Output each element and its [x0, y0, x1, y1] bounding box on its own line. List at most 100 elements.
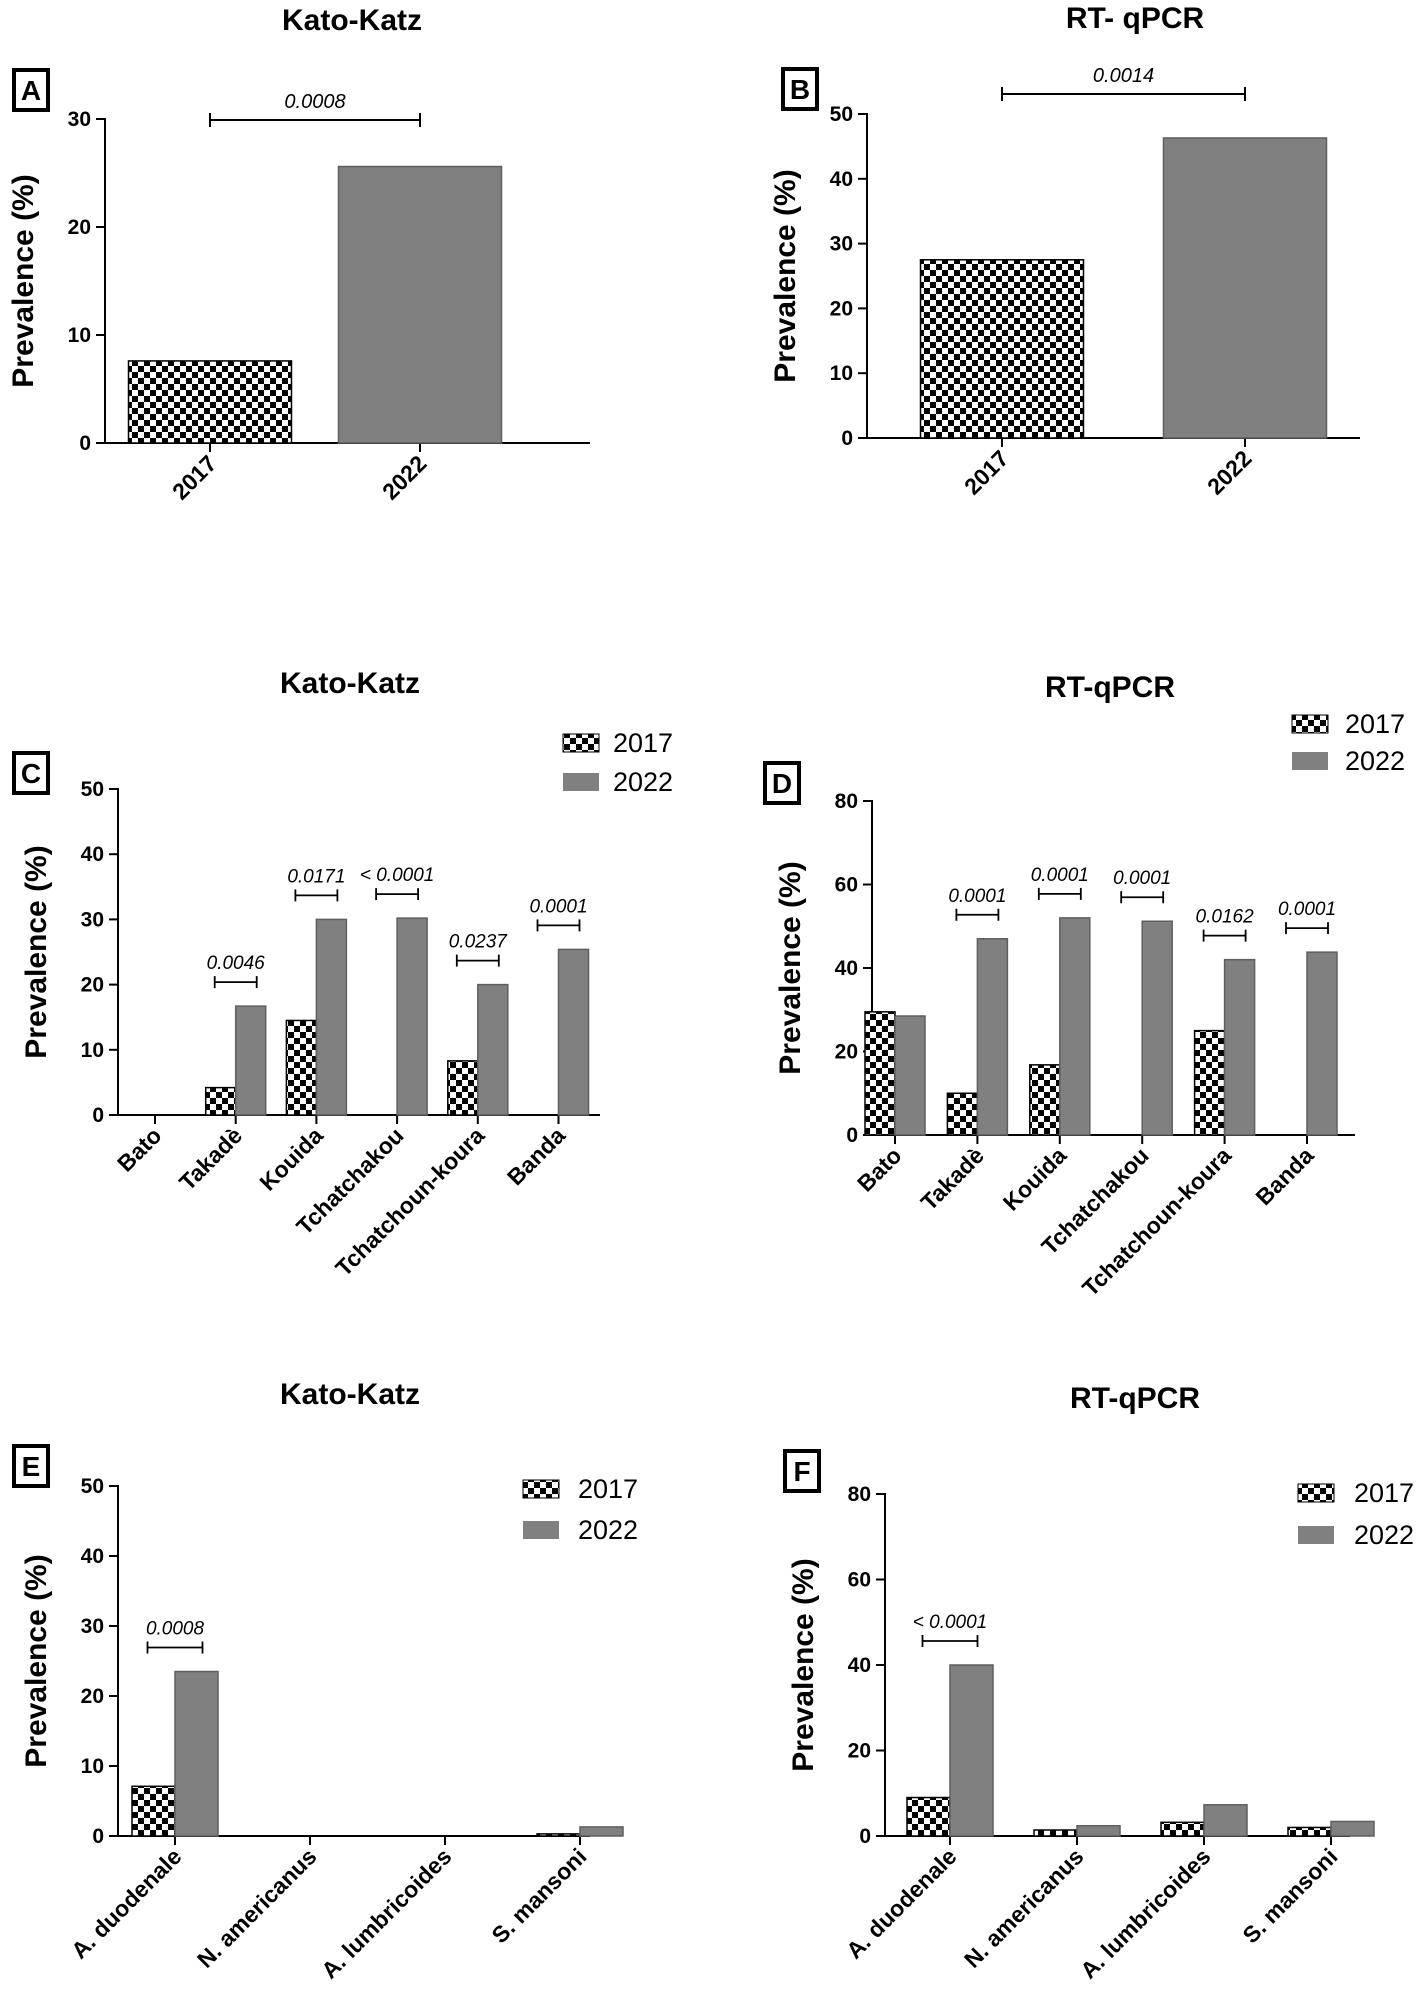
y-tick-label: 30 — [81, 908, 104, 931]
x-category-label: S. mansoni — [486, 1843, 591, 1948]
legend-label-2017: 2017 — [1354, 1478, 1414, 1508]
y-axis-label: Prevalence (%) — [787, 1558, 820, 1771]
x-category-label: Kouida — [998, 1142, 1072, 1216]
x-category-label: Bato — [852, 1142, 907, 1197]
panel-letter: D — [772, 768, 792, 799]
x-category-label: Tchatchoun-koura — [1077, 1142, 1236, 1301]
pvalue-label: 0.0001 — [1113, 868, 1171, 889]
bar-2022 — [477, 983, 509, 1116]
x-category-label: Takadè — [916, 1142, 989, 1215]
comparison-pvalue: 0.0014 — [1093, 65, 1154, 87]
x-category-label: 2017 — [959, 445, 1014, 500]
y-tick-label: 30 — [830, 233, 853, 256]
bar-2017 — [285, 1019, 318, 1116]
pvalue-label: 0.0162 — [1196, 907, 1255, 928]
panel-letter: A — [21, 75, 41, 106]
pvalue-label: 0.0001 — [948, 886, 1006, 907]
y-tick-label: 0 — [92, 1825, 104, 1848]
x-category-label: N. americanus — [192, 1843, 322, 1973]
bar-2022 — [557, 948, 590, 1116]
y-tick-label: 60 — [848, 1569, 871, 1592]
bar-2022 — [1223, 958, 1256, 1136]
panel-letter-box — [783, 1449, 821, 1493]
y-tick-label: 80 — [848, 1483, 871, 1506]
panel-a: Kato-Katz A Prevalence (%) 0 10 20 30 2017 2022 0… — [7, 4, 590, 505]
bar-2022 — [396, 917, 428, 1116]
chart-title: RT-qPCR — [1045, 671, 1175, 704]
y-tick-label: 50 — [81, 778, 104, 801]
x-category-label: Kouida — [254, 1122, 328, 1196]
panel-f: RT-qPCR F Prevalence (%) 0 20 40 60 80 A. duoden… — [783, 1382, 1414, 1984]
pvalue-label: < 0.0001 — [360, 865, 435, 886]
x-category-label: A. lumbricoides — [316, 1843, 456, 1983]
chart-title: Kato-Katz — [280, 667, 420, 700]
legend-label-2022: 2022 — [1354, 1520, 1414, 1550]
y-tick-label: 10 — [68, 324, 91, 347]
bar-2022 — [1306, 951, 1338, 1136]
panel-letter-box — [763, 761, 801, 805]
x-category-label: Bato — [112, 1122, 167, 1177]
bar-2017 — [447, 1060, 479, 1116]
panel-b: RT- qPCR B Prevalence (%) 0 10 20 30 40 50 2017 20… — [769, 2, 1360, 500]
y-tick-label: 80 — [835, 790, 858, 813]
legend-label-2022: 2022 — [613, 767, 673, 797]
y-tick-label: 0 — [92, 1104, 104, 1127]
pvalue-label: 0.0001 — [1031, 865, 1089, 886]
pvalue-label: 0.0046 — [207, 953, 266, 974]
y-tick-label: 0 — [846, 1124, 858, 1147]
legend-label-2017: 2017 — [613, 728, 673, 758]
y-tick-label: 0 — [79, 432, 91, 455]
pvalue-label: 0.0008 — [146, 1619, 205, 1640]
panel-e: Kato-Katz E Prevalence (%) 0 10 20 30 40 50 A. du… — [12, 1378, 638, 1984]
x-category-label: 2022 — [1202, 445, 1257, 500]
legend-swatch-2022 — [1292, 752, 1328, 770]
panel-letter: E — [22, 1451, 41, 1482]
bar-2017 — [1029, 1064, 1061, 1136]
y-tick-label: 40 — [81, 1545, 104, 1568]
y-tick-label: 40 — [848, 1654, 871, 1677]
y-axis-label: Prevalence (%) — [769, 169, 802, 382]
y-tick-label: 10 — [830, 362, 853, 385]
y-tick-label: 40 — [835, 957, 858, 980]
pvalue-label: 0.0237 — [449, 932, 509, 953]
y-tick-label: 30 — [68, 108, 91, 131]
y-tick-label: 10 — [81, 1755, 104, 1778]
y-axis-label: Prevalence (%) — [20, 845, 53, 1058]
panel-letter: F — [793, 1456, 810, 1487]
bar-2017 — [919, 259, 1085, 439]
pvalue-label: 0.0001 — [529, 896, 587, 917]
pvalue-label: 0.0171 — [287, 866, 345, 887]
bar-2022 — [337, 165, 503, 444]
x-category-label: Banda — [1250, 1142, 1318, 1210]
panel-letter: B — [790, 74, 810, 105]
pvalue-label: 0.0001 — [1278, 899, 1336, 920]
x-category-label: Banda — [502, 1122, 570, 1190]
bar-2022 — [894, 1015, 926, 1136]
y-tick-label: 0 — [859, 1825, 871, 1848]
y-tick-label: 20 — [835, 1041, 858, 1064]
chart-title: Kato-Katz — [280, 1378, 420, 1411]
legend-swatch-2017 — [1297, 1483, 1335, 1503]
bar-2017 — [864, 1011, 896, 1136]
bar-2017 — [204, 1086, 237, 1116]
comparison-pvalue: 0.0008 — [284, 91, 345, 113]
y-tick-label: 40 — [81, 843, 104, 866]
x-category-label: N. americanus — [959, 1843, 1089, 1973]
y-tick-label: 10 — [81, 1039, 104, 1062]
bar-2017 — [946, 1092, 979, 1136]
y-tick-label: 20 — [68, 216, 91, 239]
bar-2022 — [1330, 1820, 1375, 1837]
x-category-label: Tchatchoun-koura — [330, 1122, 489, 1281]
y-tick-label: 60 — [835, 874, 858, 897]
bar-2017 — [536, 1833, 581, 1837]
bar-2022 — [1162, 137, 1328, 439]
bar-2022 — [949, 1664, 994, 1837]
bar-2022 — [1076, 1824, 1121, 1837]
x-category-label: 2022 — [377, 450, 432, 505]
bar-2022 — [174, 1670, 219, 1837]
legend-label-2017: 2017 — [578, 1474, 638, 1504]
chart-title: RT- qPCR — [1066, 2, 1205, 35]
x-category-label: 2017 — [167, 450, 222, 505]
